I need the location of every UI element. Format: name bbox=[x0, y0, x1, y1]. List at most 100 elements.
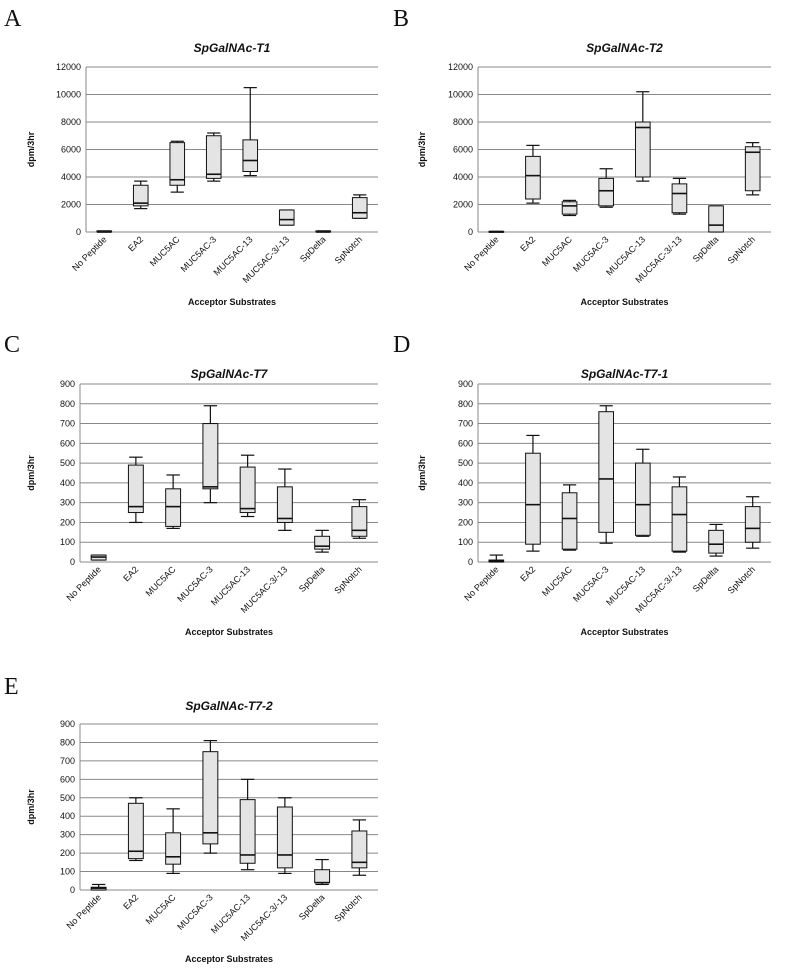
y-tick-label: 10000 bbox=[56, 90, 81, 100]
box-iqr bbox=[278, 209, 295, 226]
chart-e: 0 100 200 300 400 500 600 700 800 900 SpGalNAc-T7-… bbox=[26, 699, 378, 964]
box-iqr bbox=[205, 135, 222, 179]
box-iqr bbox=[202, 423, 219, 490]
y-tick-label: 100 bbox=[60, 867, 75, 877]
y-tick-label: 700 bbox=[60, 419, 75, 429]
x-axis-label: Acceptor Substrates bbox=[188, 297, 276, 307]
x-tick-label: No Peptide bbox=[70, 234, 109, 273]
x-tick-label: MUC5AC-3 bbox=[175, 564, 215, 604]
box-iqr bbox=[351, 830, 368, 869]
y-tick-label: 8000 bbox=[453, 117, 473, 127]
y-tick-label: 200 bbox=[60, 517, 75, 527]
chart-title: SpGalNAc-T7 bbox=[191, 367, 269, 381]
box-iqr bbox=[169, 142, 186, 186]
panel-letter-b: B bbox=[393, 6, 410, 32]
y-axis-label: dpm/3hr bbox=[26, 789, 36, 825]
y-tick-label: 0 bbox=[468, 557, 473, 567]
x-tick-label: SpDelta bbox=[691, 234, 721, 264]
box-iqr bbox=[708, 205, 724, 233]
chart-b: 0 2000 4000 6000 8000 10000 12000 SpGalNAc-T2 dp… bbox=[417, 41, 771, 307]
x-tick-label: EA2 bbox=[126, 234, 145, 253]
y-tick-label: 600 bbox=[60, 774, 75, 784]
y-tick-label: 6000 bbox=[61, 145, 81, 155]
y-tick-label: 800 bbox=[60, 399, 75, 409]
box-iqr bbox=[239, 799, 256, 864]
box-iqr bbox=[525, 155, 541, 200]
x-tick-label: MUC5AC bbox=[540, 234, 574, 268]
y-tick-label: 0 bbox=[76, 227, 81, 237]
x-tick-label: SpNotch bbox=[726, 234, 757, 265]
x-tick-label: MUC5AC bbox=[144, 564, 178, 598]
box-iqr bbox=[132, 184, 149, 207]
y-tick-label: 800 bbox=[458, 399, 473, 409]
x-tick-label: EA2 bbox=[121, 564, 140, 583]
y-tick-label: 800 bbox=[60, 737, 75, 747]
x-tick-label: EA2 bbox=[121, 892, 140, 911]
y-tick-label: 900 bbox=[60, 379, 75, 389]
x-axis-label: Acceptor Substrates bbox=[185, 627, 273, 637]
x-tick-label: No Peptide bbox=[64, 892, 103, 931]
box-iqr bbox=[561, 492, 578, 550]
box-iqr bbox=[598, 177, 615, 207]
x-tick-label: MUC5AC bbox=[148, 234, 182, 268]
box-iqr bbox=[671, 486, 688, 552]
chart-title: SpGalNAc-T2 bbox=[586, 41, 663, 55]
box-iqr bbox=[351, 506, 368, 537]
x-tick-label: SpNotch bbox=[726, 564, 757, 595]
y-tick-label: 12000 bbox=[56, 62, 81, 72]
box-iqr bbox=[127, 464, 144, 514]
chart-c: 0 100 200 300 400 500 600 700 800 900 SpGalNAc-T7 d… bbox=[26, 367, 378, 637]
y-tick-label: 0 bbox=[70, 557, 75, 567]
box-iqr bbox=[708, 529, 724, 554]
box-iqr bbox=[598, 411, 615, 533]
y-axis-label: dpm/3hr bbox=[26, 131, 36, 167]
y-axis-label: dpm/3hr bbox=[26, 455, 36, 491]
y-tick-label: 12000 bbox=[448, 62, 473, 72]
box-iqr bbox=[744, 506, 761, 543]
x-tick-label: EA2 bbox=[518, 234, 537, 253]
box-iqr bbox=[276, 486, 293, 523]
panel-letter-c: C bbox=[4, 332, 21, 358]
y-tick-label: 0 bbox=[468, 227, 473, 237]
x-tick-label: SpDelta bbox=[297, 892, 327, 922]
box-iqr bbox=[561, 201, 578, 215]
x-tick-label: MUC5AC-3 bbox=[179, 234, 219, 274]
x-tick-label: SpDelta bbox=[691, 564, 721, 594]
x-axis-label: Acceptor Substrates bbox=[580, 297, 668, 307]
x-tick-label: SpNotch bbox=[332, 564, 363, 595]
panel-d: D 0 100 200 300 400 500 600 700 800 900 SpGalNAc-T… bbox=[393, 318, 787, 644]
box-iqr bbox=[525, 452, 541, 545]
box-iqr bbox=[744, 146, 761, 192]
box-iqr bbox=[165, 488, 182, 527]
box-iqr bbox=[276, 806, 293, 869]
y-tick-label: 600 bbox=[458, 438, 473, 448]
y-tick-label: 4000 bbox=[453, 172, 473, 182]
x-tick-label: No Peptide bbox=[64, 564, 103, 603]
y-axis-label: dpm/3hr bbox=[417, 455, 427, 491]
box-iqr bbox=[634, 121, 651, 178]
box-iqr bbox=[165, 832, 182, 865]
chart-title: SpGalNAc-T7-2 bbox=[185, 699, 273, 713]
y-tick-label: 300 bbox=[60, 830, 75, 840]
y-tick-label: 900 bbox=[60, 719, 75, 729]
chart-a: 0 2000 4000 6000 8000 10000 12000 SpGalNAc-T1 dp… bbox=[26, 41, 378, 307]
x-tick-label: MUC5AC-3 bbox=[571, 564, 611, 604]
y-tick-label: 700 bbox=[60, 756, 75, 766]
y-tick-label: 100 bbox=[60, 537, 75, 547]
x-tick-label: MUC5AC-3 bbox=[571, 234, 611, 274]
x-tick-label: SpDelta bbox=[297, 564, 327, 594]
y-tick-label: 400 bbox=[60, 811, 75, 821]
y-tick-label: 8000 bbox=[61, 117, 81, 127]
box-iqr bbox=[239, 466, 256, 514]
chart-d: 0 100 200 300 400 500 600 700 800 900 SpGalNAc-T7-… bbox=[417, 367, 771, 637]
y-tick-label: 2000 bbox=[453, 200, 473, 210]
y-tick-label: 500 bbox=[458, 458, 473, 468]
box-iqr bbox=[202, 751, 219, 845]
panel-letter-e: E bbox=[4, 674, 19, 700]
box-iqr bbox=[351, 197, 368, 219]
panel-letter-a: A bbox=[4, 6, 22, 32]
y-tick-label: 400 bbox=[60, 478, 75, 488]
y-axis-label: dpm/3hr bbox=[417, 131, 427, 167]
panel-b: B 0 2000 4000 6000 8000 10000 12000 SpGalNAc-T2… bbox=[393, 0, 787, 318]
box-iqr bbox=[242, 139, 259, 172]
